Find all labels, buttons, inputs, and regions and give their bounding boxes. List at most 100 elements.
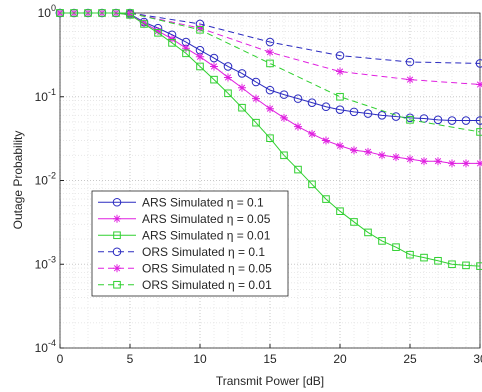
- marker: [238, 103, 246, 112]
- marker: [448, 260, 456, 269]
- legend-label: ARS Simulated η = 0.05: [142, 212, 271, 226]
- marker: [238, 83, 246, 92]
- marker: [210, 62, 218, 71]
- marker: [266, 104, 274, 113]
- marker: [154, 26, 162, 35]
- legend-marker: [113, 280, 121, 289]
- x-tick-label: 15: [263, 352, 277, 366]
- marker: [406, 250, 414, 259]
- marker: [237, 69, 247, 78]
- y-tick-label: 10-3: [35, 254, 56, 271]
- y-axis-label: Outage Probability: [11, 131, 25, 230]
- marker: [420, 157, 428, 166]
- marker: [224, 73, 232, 82]
- y-tick-label: 10-2: [35, 171, 56, 188]
- legend-marker: [112, 197, 122, 207]
- marker: [223, 62, 233, 71]
- marker: [336, 92, 344, 101]
- x-tick-label: 0: [57, 352, 64, 366]
- marker: [405, 57, 415, 67]
- marker: [209, 53, 219, 63]
- marker: [447, 116, 457, 125]
- marker: [476, 128, 482, 136]
- marker: [475, 59, 482, 68]
- marker: [265, 85, 275, 95]
- marker: [279, 90, 289, 99]
- marker: [420, 253, 428, 262]
- marker: [182, 49, 190, 58]
- legend-label: ORS Simulated η = 0.01: [142, 278, 272, 292]
- marker: [378, 237, 386, 245]
- marker: [266, 59, 274, 68]
- marker: [433, 115, 443, 125]
- legend-box: [91, 190, 289, 297]
- x-tick-label: 5: [127, 352, 134, 366]
- x-axis-label: Transmit Power [dB]: [216, 374, 324, 388]
- marker: [475, 116, 482, 125]
- marker: [168, 39, 176, 47]
- marker: [265, 37, 275, 47]
- marker: [251, 77, 261, 87]
- marker: [126, 9, 134, 17]
- marker: [406, 155, 414, 164]
- marker: [434, 256, 442, 265]
- legend-marker: [113, 231, 121, 240]
- legend-label: ORS Simulated η = 0.05: [142, 261, 272, 275]
- series-line: [60, 12, 481, 133]
- x-tick-label: 25: [403, 352, 417, 366]
- marker: [462, 159, 470, 168]
- marker: [252, 94, 260, 103]
- x-tick-label: 30: [473, 352, 482, 366]
- marker: [266, 134, 274, 142]
- marker: [196, 62, 204, 71]
- marker: [308, 129, 316, 138]
- marker: [196, 26, 204, 34]
- marker: [461, 116, 471, 125]
- y-tick-label: 100: [38, 3, 56, 20]
- marker: [335, 51, 345, 60]
- marker: [322, 195, 330, 203]
- marker: [321, 102, 331, 112]
- marker: [294, 122, 302, 131]
- legend-label: ARS Simulated η = 0.01: [142, 228, 271, 242]
- x-tick-label: 10: [193, 352, 207, 366]
- marker: [168, 34, 176, 43]
- marker: [377, 111, 387, 120]
- marker: [406, 116, 414, 124]
- marker: [406, 75, 414, 84]
- marker: [363, 109, 373, 118]
- marker: [280, 151, 288, 160]
- marker: [196, 52, 204, 61]
- marker: [293, 94, 303, 103]
- marker: [448, 159, 456, 168]
- marker: [140, 18, 148, 27]
- axes-box: [59, 12, 481, 349]
- legend-label: ORS Simulated η = 0.1: [142, 245, 265, 259]
- legend-label: ARS Simulated η = 0.1: [142, 195, 264, 209]
- marker: [182, 44, 190, 53]
- marker: [140, 20, 148, 28]
- marker: [336, 207, 344, 215]
- marker: [378, 151, 386, 160]
- marker: [336, 141, 344, 150]
- x-tick-label: 20: [333, 352, 347, 366]
- marker: [350, 146, 358, 155]
- marker: [392, 153, 400, 162]
- marker: [335, 105, 345, 115]
- marker: [280, 113, 288, 122]
- marker: [476, 159, 482, 168]
- marker: [266, 48, 274, 57]
- marker: [364, 228, 372, 237]
- marker: [462, 261, 470, 270]
- y-tick-label: 10-4: [35, 338, 56, 355]
- marker: [476, 262, 482, 270]
- marker: [349, 107, 359, 117]
- marker: [322, 136, 330, 145]
- marker: [336, 67, 344, 76]
- marker: [252, 118, 260, 127]
- marker: [434, 157, 442, 166]
- marker: [392, 243, 400, 251]
- marker: [224, 89, 232, 98]
- marker: [476, 80, 482, 89]
